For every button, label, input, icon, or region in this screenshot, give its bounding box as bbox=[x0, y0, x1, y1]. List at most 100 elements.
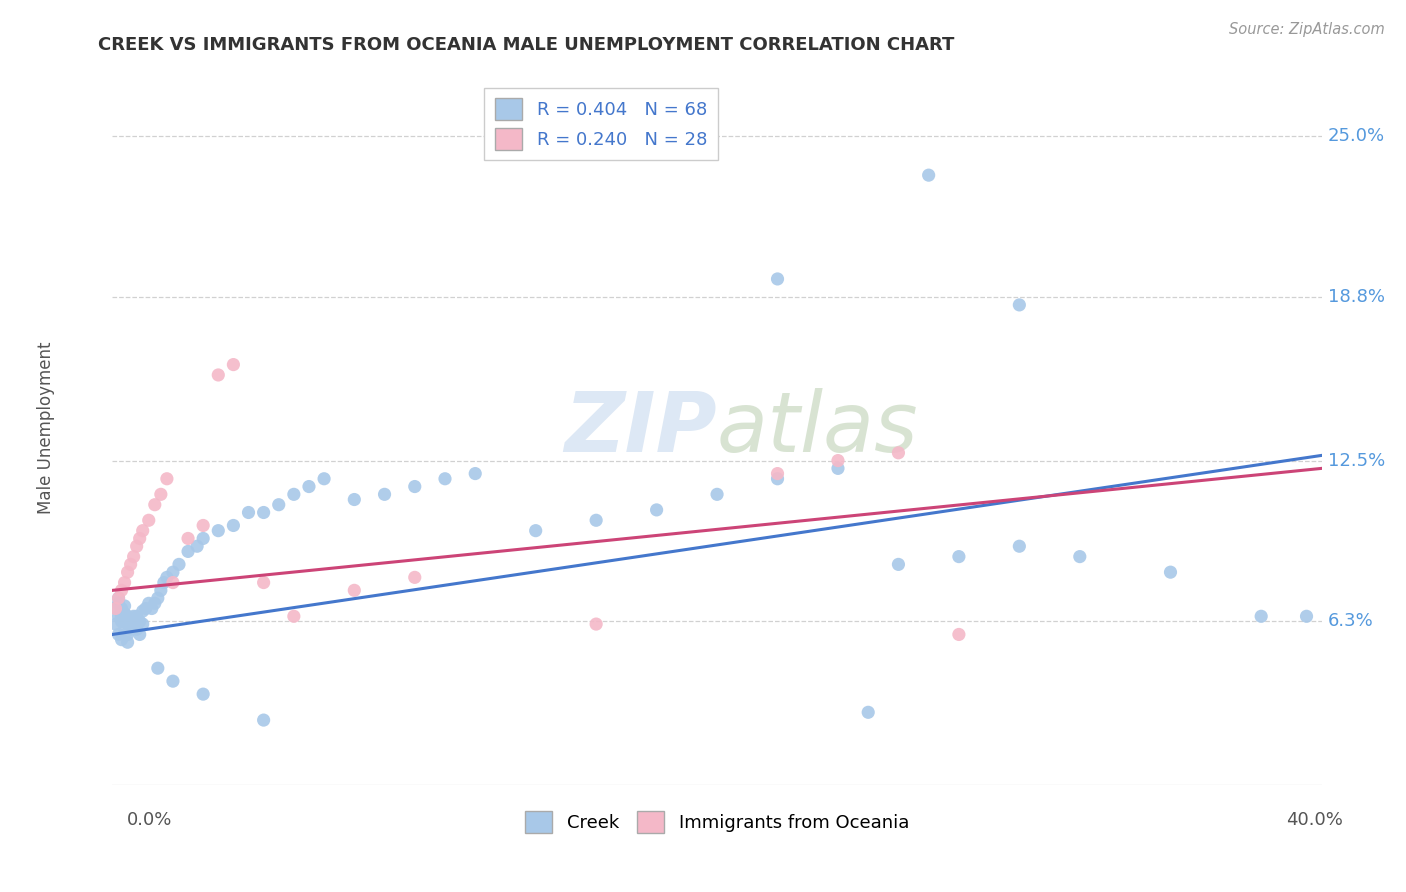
Point bbox=[191, 687, 214, 701]
Point bbox=[374, 487, 396, 501]
Point bbox=[107, 609, 129, 624]
Point bbox=[253, 506, 276, 520]
Point bbox=[122, 617, 145, 632]
Point bbox=[766, 467, 789, 481]
Point bbox=[138, 596, 160, 610]
Point bbox=[1008, 539, 1031, 553]
Point bbox=[110, 615, 132, 629]
Point bbox=[314, 472, 336, 486]
Point bbox=[766, 472, 789, 486]
Point bbox=[128, 532, 150, 546]
Point bbox=[110, 583, 132, 598]
Point bbox=[404, 479, 426, 493]
Point bbox=[146, 661, 169, 675]
Point bbox=[464, 467, 486, 481]
Point bbox=[120, 622, 142, 636]
Point bbox=[138, 513, 160, 527]
Point bbox=[104, 617, 127, 632]
Point bbox=[128, 615, 150, 629]
Point bbox=[524, 524, 547, 538]
Point bbox=[132, 617, 155, 632]
Point bbox=[125, 622, 148, 636]
Point bbox=[253, 575, 276, 590]
Point bbox=[238, 506, 260, 520]
Point bbox=[1008, 298, 1031, 312]
Point bbox=[117, 617, 139, 632]
Point bbox=[186, 539, 208, 553]
Point bbox=[283, 609, 305, 624]
Text: 25.0%: 25.0% bbox=[1327, 128, 1385, 145]
Point bbox=[706, 487, 728, 501]
Point bbox=[107, 596, 129, 610]
Point bbox=[114, 622, 136, 636]
Point bbox=[143, 596, 166, 610]
Point bbox=[827, 453, 849, 467]
Point bbox=[149, 487, 172, 501]
Point bbox=[177, 544, 200, 558]
Point bbox=[110, 609, 132, 624]
Point bbox=[162, 674, 184, 689]
Point bbox=[918, 168, 941, 182]
Point bbox=[128, 627, 150, 641]
Point bbox=[149, 583, 172, 598]
Point bbox=[110, 632, 132, 647]
Point bbox=[645, 503, 668, 517]
Point bbox=[117, 609, 139, 624]
Point bbox=[120, 558, 142, 572]
Point bbox=[104, 601, 127, 615]
Text: Male Unemployment: Male Unemployment bbox=[37, 342, 55, 515]
Point bbox=[222, 358, 245, 372]
Point bbox=[207, 368, 229, 382]
Point bbox=[856, 706, 880, 720]
Point bbox=[132, 524, 155, 538]
Point bbox=[207, 524, 229, 538]
Point bbox=[253, 713, 276, 727]
Text: 6.3%: 6.3% bbox=[1327, 613, 1374, 631]
Point bbox=[1069, 549, 1091, 564]
Point bbox=[141, 601, 163, 615]
Point bbox=[117, 635, 139, 649]
Point bbox=[404, 570, 426, 584]
Text: CREEK VS IMMIGRANTS FROM OCEANIA MALE UNEMPLOYMENT CORRELATION CHART: CREEK VS IMMIGRANTS FROM OCEANIA MALE UN… bbox=[98, 36, 955, 54]
Point bbox=[585, 617, 607, 632]
Text: atlas: atlas bbox=[717, 388, 918, 468]
Point bbox=[766, 272, 789, 286]
Point bbox=[114, 575, 136, 590]
Point bbox=[167, 558, 190, 572]
Point bbox=[132, 604, 155, 618]
Point bbox=[117, 565, 139, 579]
Point bbox=[110, 601, 132, 615]
Point bbox=[156, 570, 179, 584]
Text: 0.0%: 0.0% bbox=[127, 811, 172, 829]
Point bbox=[433, 472, 456, 486]
Point bbox=[125, 539, 148, 553]
Point bbox=[122, 549, 145, 564]
Point bbox=[948, 627, 970, 641]
Point bbox=[107, 591, 129, 606]
Point bbox=[135, 601, 157, 615]
Point bbox=[120, 615, 142, 629]
Legend: Creek, Immigrants from Oceania: Creek, Immigrants from Oceania bbox=[517, 804, 917, 840]
Point bbox=[222, 518, 245, 533]
Point bbox=[107, 591, 129, 606]
Point bbox=[887, 446, 910, 460]
Text: 12.5%: 12.5% bbox=[1327, 451, 1385, 469]
Point bbox=[146, 591, 169, 606]
Point bbox=[1250, 609, 1272, 624]
Point bbox=[156, 472, 179, 486]
Point bbox=[191, 532, 214, 546]
Point bbox=[1295, 609, 1317, 624]
Point bbox=[585, 513, 607, 527]
Point bbox=[153, 575, 176, 590]
Point bbox=[191, 518, 214, 533]
Point bbox=[125, 609, 148, 624]
Point bbox=[143, 498, 166, 512]
Text: 18.8%: 18.8% bbox=[1327, 288, 1385, 306]
Point bbox=[827, 461, 849, 475]
Point bbox=[122, 609, 145, 624]
Point bbox=[1159, 565, 1181, 579]
Point bbox=[267, 498, 290, 512]
Point bbox=[887, 558, 910, 572]
Point bbox=[177, 532, 200, 546]
Point bbox=[114, 607, 136, 621]
